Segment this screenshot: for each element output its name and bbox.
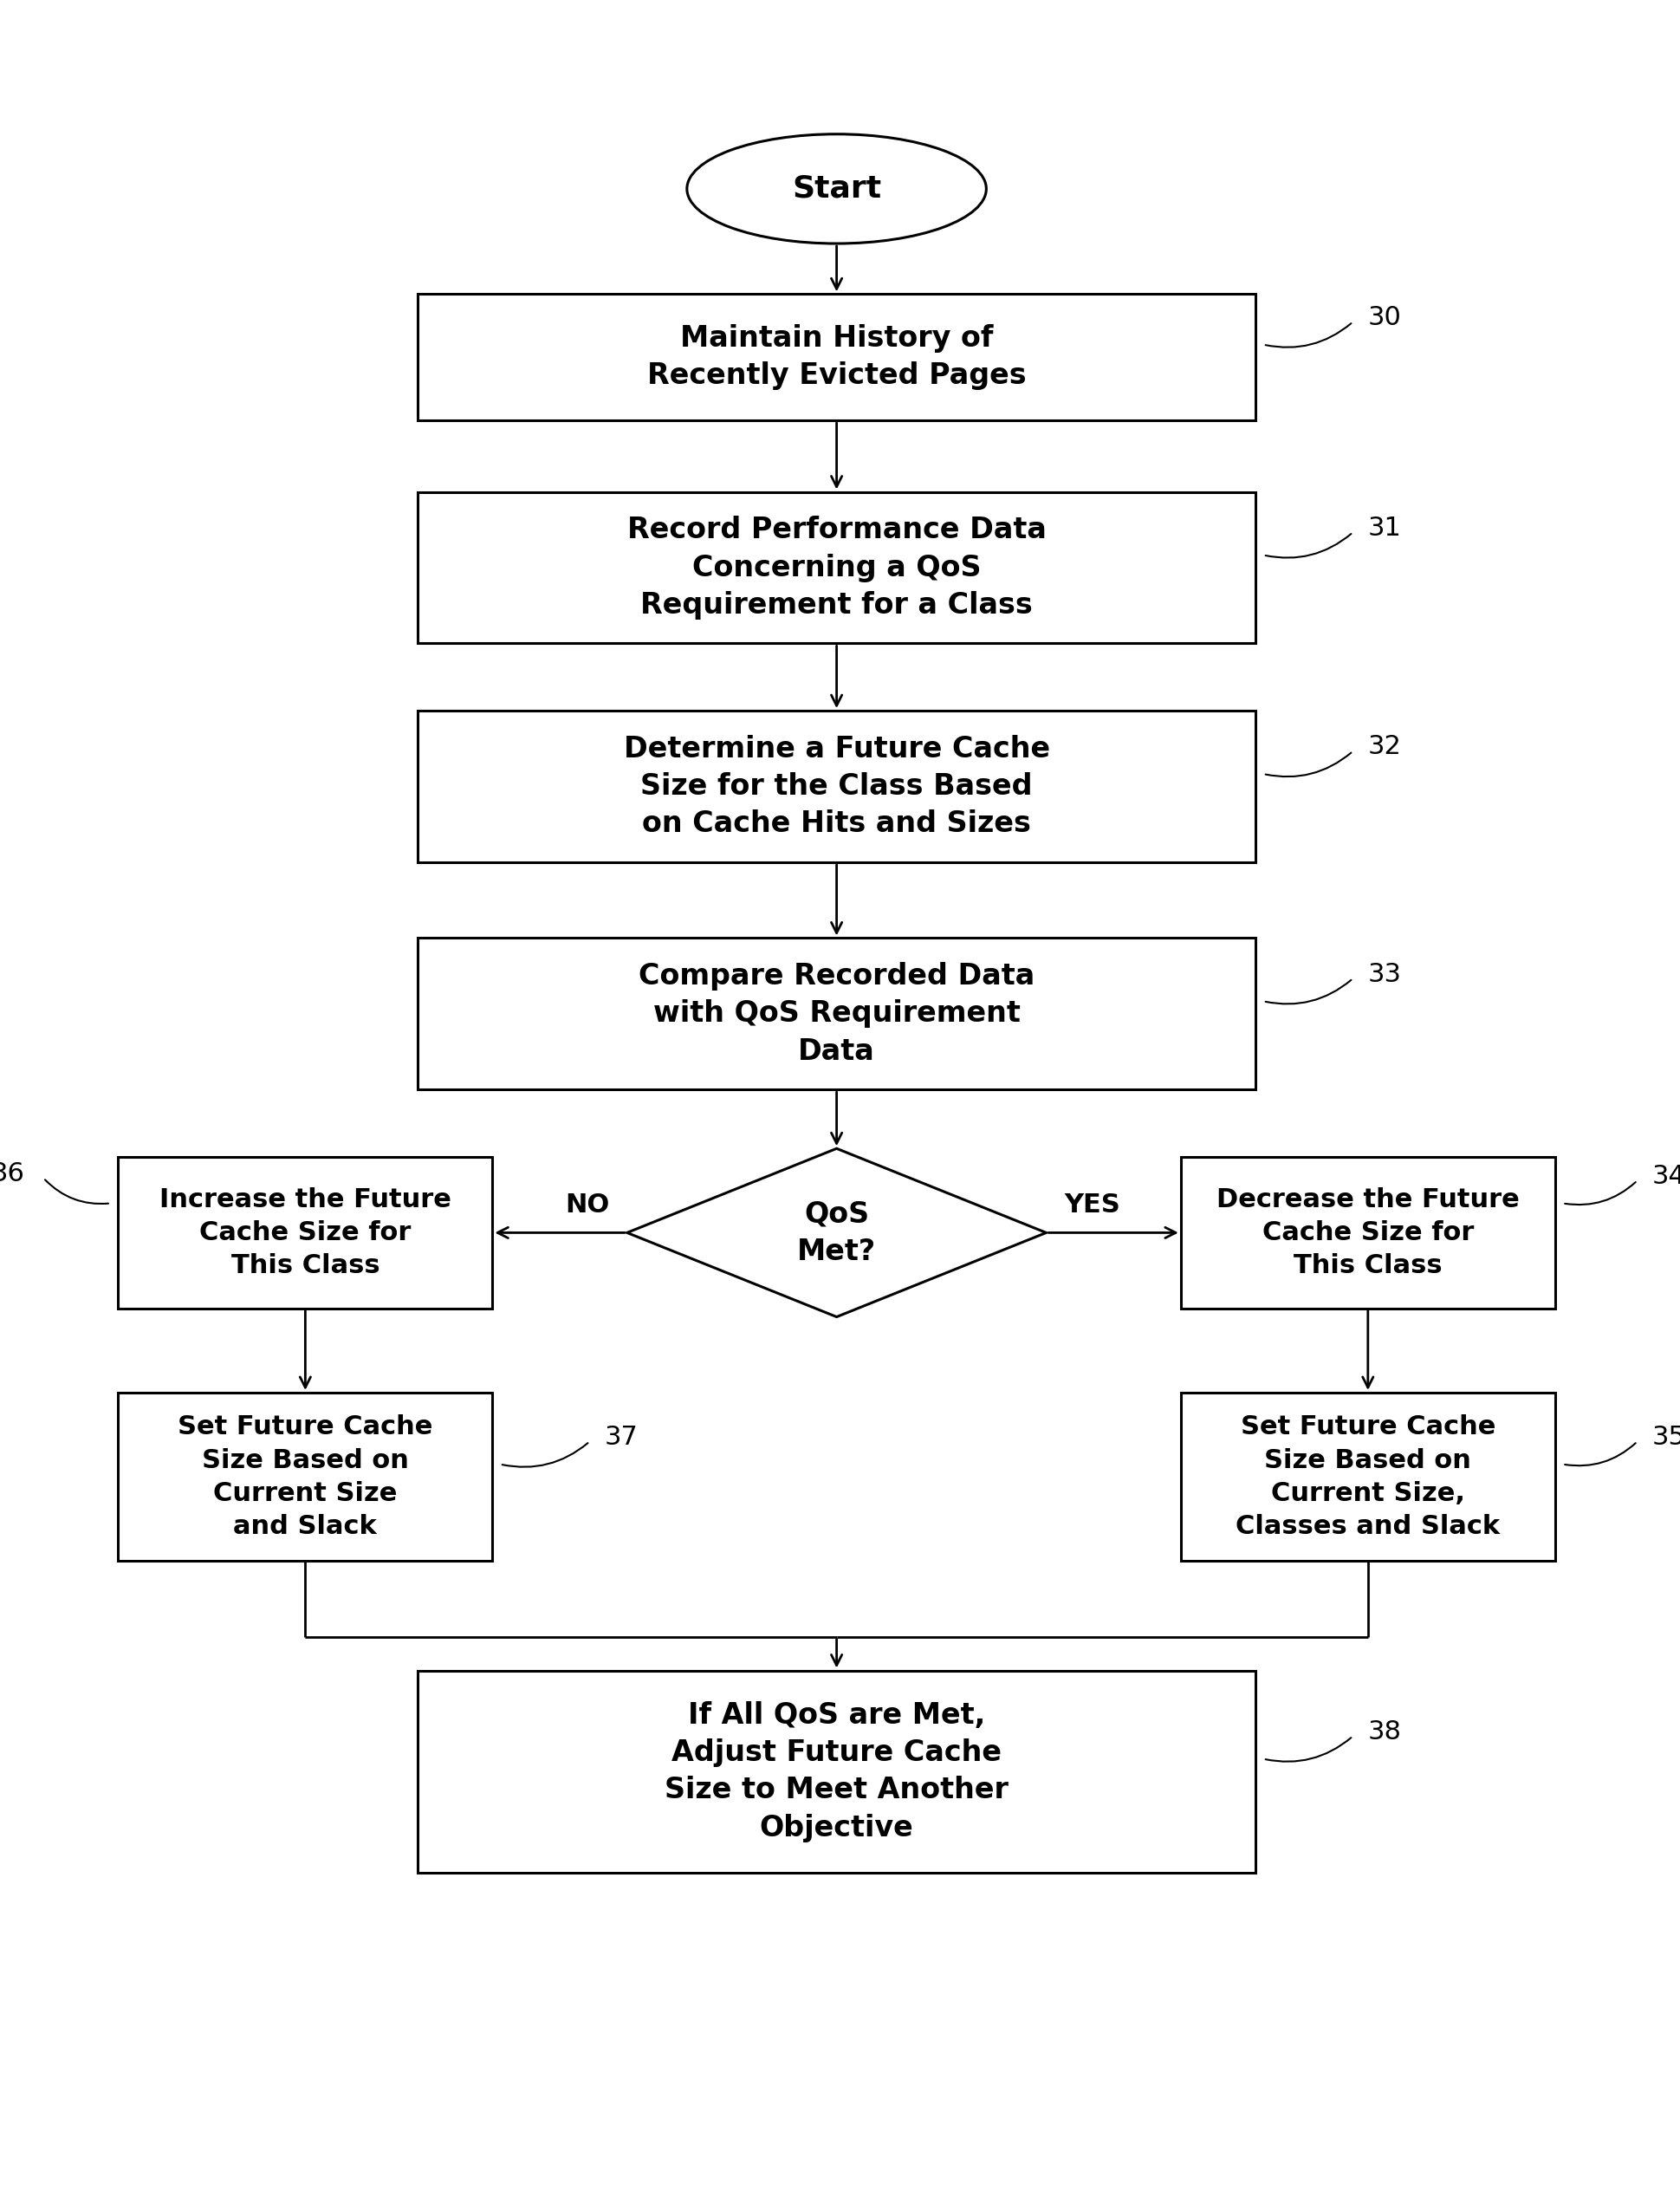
- Text: Compare Recorded Data
with QoS Requirement
Data: Compare Recorded Data with QoS Requireme…: [638, 962, 1035, 1065]
- Text: 36: 36: [0, 1162, 25, 1186]
- Text: 37: 37: [605, 1425, 638, 1449]
- Text: Set Future Cache
Size Based on
Current Size,
Classes and Slack: Set Future Cache Size Based on Current S…: [1235, 1414, 1499, 1539]
- Text: YES: YES: [1063, 1192, 1119, 1217]
- Text: 34: 34: [1651, 1164, 1680, 1188]
- Text: 31: 31: [1368, 516, 1401, 540]
- Text: Set Future Cache
Size Based on
Current Size
and Slack: Set Future Cache Size Based on Current S…: [178, 1414, 433, 1539]
- Text: QoS
Met?: QoS Met?: [796, 1199, 875, 1265]
- Bar: [417, 1671, 1255, 1873]
- Bar: [417, 712, 1255, 863]
- Text: 35: 35: [1651, 1425, 1680, 1449]
- Text: 30: 30: [1368, 305, 1401, 329]
- Text: Record Performance Data
Concerning a QoS
Requirement for a Class: Record Performance Data Concerning a QoS…: [627, 516, 1045, 619]
- Bar: [417, 294, 1255, 419]
- Text: 38: 38: [1368, 1719, 1401, 1744]
- Text: 32: 32: [1368, 733, 1401, 760]
- Bar: [417, 938, 1255, 1089]
- Text: Decrease the Future
Cache Size for
This Class: Decrease the Future Cache Size for This …: [1216, 1188, 1519, 1278]
- Bar: [118, 1392, 492, 1561]
- Text: Determine a Future Cache
Size for the Class Based
on Cache Hits and Sizes: Determine a Future Cache Size for the Cl…: [623, 736, 1050, 839]
- Text: NO: NO: [564, 1192, 608, 1217]
- Bar: [417, 492, 1255, 643]
- Bar: [1181, 1157, 1554, 1309]
- Text: Start: Start: [791, 173, 880, 204]
- Text: Increase the Future
Cache Size for
This Class: Increase the Future Cache Size for This …: [160, 1188, 450, 1278]
- Bar: [118, 1157, 492, 1309]
- Text: 33: 33: [1368, 962, 1401, 986]
- Bar: [1181, 1392, 1554, 1561]
- Text: Maintain History of
Recently Evicted Pages: Maintain History of Recently Evicted Pag…: [647, 325, 1026, 391]
- Text: If All QoS are Met,
Adjust Future Cache
Size to Meet Another
Objective: If All QoS are Met, Adjust Future Cache …: [664, 1700, 1008, 1842]
